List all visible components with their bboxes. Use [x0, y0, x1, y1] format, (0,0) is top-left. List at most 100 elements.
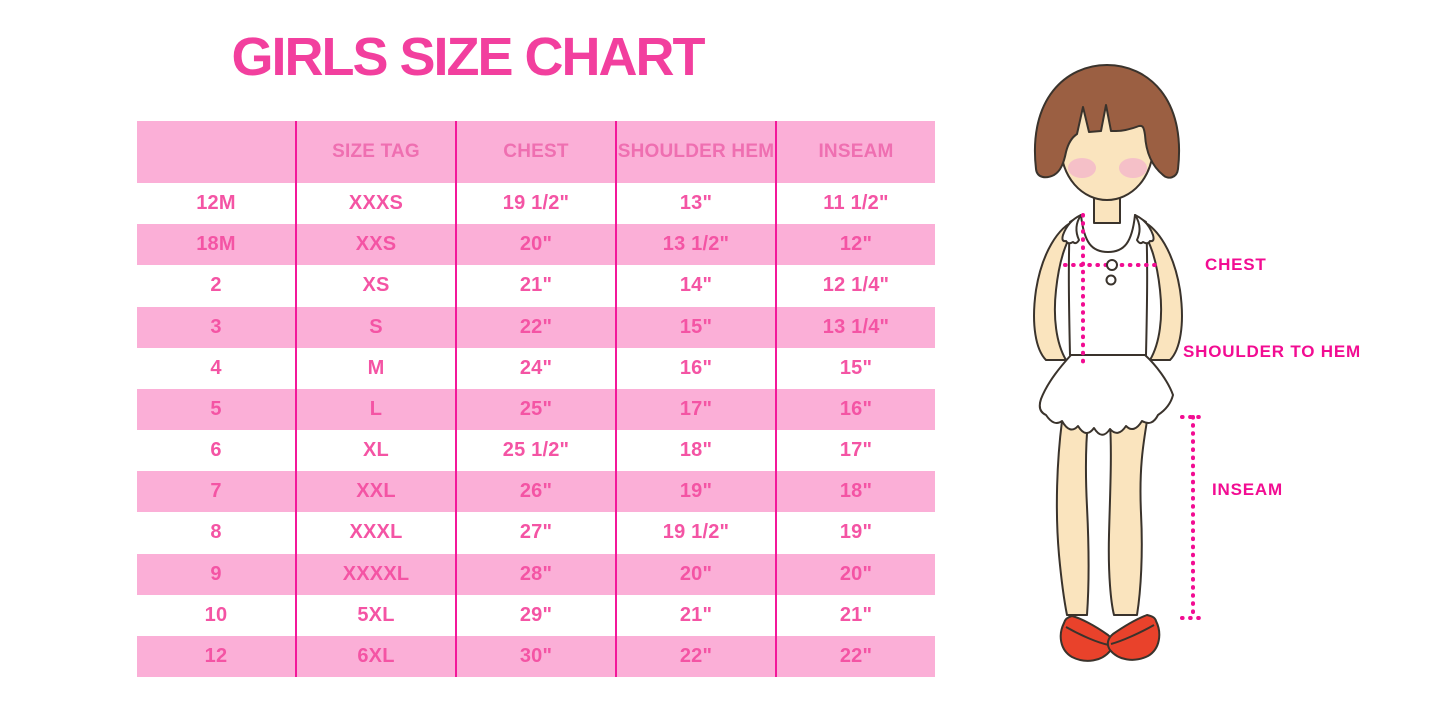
- girl-blush-right: [1119, 158, 1147, 178]
- girl-measurement-illustration: [1033, 64, 1206, 662]
- girl-top-button-2: [1105, 274, 1117, 286]
- table-cell: 21": [617, 594, 777, 636]
- size-chart-table: SIZE TAG CHEST SHOULDER HEM INSEAM 12M XXXS 19…: [137, 121, 935, 678]
- table-cell: 20": [457, 224, 617, 266]
- table-cell: XXS: [297, 224, 457, 266]
- table-cell: 16": [839, 397, 873, 420]
- table-cell: 12": [839, 233, 873, 256]
- table-cell: 20": [617, 553, 777, 595]
- table-cell: 22": [617, 635, 777, 678]
- table-cell: M: [297, 347, 457, 389]
- table-cell: 5XL: [297, 594, 457, 636]
- table-cell: 17": [617, 388, 777, 431]
- table-cell: 19 1/2": [617, 512, 777, 554]
- table-cell: 13 1/4": [822, 315, 890, 338]
- table-cell: 13": [617, 183, 777, 225]
- table-cell: 12: [137, 635, 297, 678]
- table-cell: 19": [839, 521, 873, 544]
- table-row: 4 M 24" 16" 15": [137, 347, 935, 389]
- table-cell: S: [297, 306, 457, 348]
- girl-shoe-right-strap: [1110, 624, 1155, 645]
- table-cell: 6: [137, 430, 297, 472]
- table-row: 5 L 25" 17" 16": [137, 388, 935, 431]
- table-row: 9 XXXXL 28" 20" 20": [137, 553, 935, 595]
- girl-leg-right: [1107, 420, 1148, 616]
- table-cell: XXXXL: [297, 553, 457, 595]
- table-cell: 19 1/2": [457, 183, 617, 225]
- table-cell: 21": [457, 265, 617, 307]
- table-header-row: SIZE TAG CHEST SHOULDER HEM INSEAM: [137, 121, 935, 183]
- table-cell: 18": [839, 480, 873, 503]
- girl-hair: [1033, 64, 1181, 179]
- inseam-label: INSEAM: [1212, 480, 1283, 499]
- table-cell: 15": [839, 356, 873, 379]
- table-cell: 28": [457, 553, 617, 595]
- table-cell: 12 1/4": [822, 274, 890, 297]
- table-cell: 30": [457, 635, 617, 678]
- table-row: 8 XXXL 27" 19 1/2" 19": [137, 512, 935, 554]
- table-cell: XL: [297, 430, 457, 472]
- table-cell: 2: [137, 265, 297, 307]
- table-cell: 29": [457, 594, 617, 636]
- header-cell: CHEST: [457, 121, 617, 183]
- girl-arm-left: [1033, 219, 1079, 361]
- table-cell: XXXS: [297, 183, 457, 225]
- table-cell: 13 1/2": [617, 224, 777, 266]
- girl-top: [1067, 214, 1149, 356]
- table-cell: 20": [839, 562, 873, 585]
- table-cell: 3: [137, 306, 297, 348]
- girl-shoe-right: [1106, 614, 1161, 661]
- header-cell: INSEAM: [818, 141, 894, 162]
- table-cell: 22": [457, 306, 617, 348]
- table-row: 6 XL 25 1/2" 18" 17": [137, 430, 935, 472]
- girl-ruffle-right: [1134, 214, 1155, 245]
- table-cell: 27": [457, 512, 617, 554]
- shoulder-to-hem-label: SHOULDER TO HEM: [1183, 342, 1361, 361]
- table-row: 3 S 22" 15" 13 1/4": [137, 306, 935, 348]
- page-title: GIRLS SIZE CHART: [231, 27, 705, 87]
- header-cell: SHOULDER HEM: [617, 121, 777, 183]
- table-cell: 24": [457, 347, 617, 389]
- girl-blush-left: [1068, 158, 1096, 178]
- table-cell: 8: [137, 512, 297, 554]
- girl-ruffle-left: [1061, 214, 1082, 245]
- table-cell: XS: [297, 265, 457, 307]
- table-cell: 26": [457, 471, 617, 513]
- table-row: 12 6XL 30" 22" 22": [137, 635, 935, 678]
- table-cell: 18": [617, 430, 777, 472]
- table-cell: 10: [137, 594, 297, 636]
- table-cell: 4: [137, 347, 297, 389]
- table-cell: XXL: [297, 471, 457, 513]
- girl-leg-left: [1055, 420, 1090, 616]
- table-cell: L: [297, 388, 457, 431]
- table-row: 12M XXXS 19 1/2" 13" 11 1/2": [137, 183, 935, 225]
- table-cell: XXXL: [297, 512, 457, 554]
- table-cell: 25 1/2": [457, 430, 617, 472]
- table-cell: 22": [839, 644, 873, 667]
- table-cell: 16": [617, 347, 777, 389]
- header-cell: [137, 121, 297, 183]
- table-row: 7 XXL 26" 19" 18": [137, 471, 935, 513]
- girl-arm-right: [1137, 219, 1183, 361]
- table-row: 2 XS 21" 14" 12 1/4": [137, 265, 935, 307]
- table-cell: 25": [457, 388, 617, 431]
- table-cell: 18M: [137, 224, 297, 266]
- girl-top-button-1: [1106, 259, 1118, 271]
- table-cell: 5: [137, 388, 297, 431]
- table-cell: 21": [839, 603, 873, 626]
- girl-shoe-left-strap: [1065, 626, 1110, 646]
- table-cell: 11 1/2": [823, 192, 889, 215]
- table-cell: 19": [617, 471, 777, 513]
- table-cell: 12M: [137, 183, 297, 225]
- girl-skirt: [1038, 354, 1174, 436]
- table-cell: 17": [839, 439, 873, 462]
- table-cell: 7: [137, 471, 297, 513]
- header-cell: SIZE TAG: [297, 121, 457, 183]
- table-cell: 6XL: [297, 635, 457, 678]
- table-row: 18M XXS 20" 13 1/2" 12": [137, 224, 935, 266]
- table-cell: 15": [617, 306, 777, 348]
- table-cell: 9: [137, 553, 297, 595]
- table-cell: 14": [617, 265, 777, 307]
- table-row: 10 5XL 29" 21" 21": [137, 594, 935, 636]
